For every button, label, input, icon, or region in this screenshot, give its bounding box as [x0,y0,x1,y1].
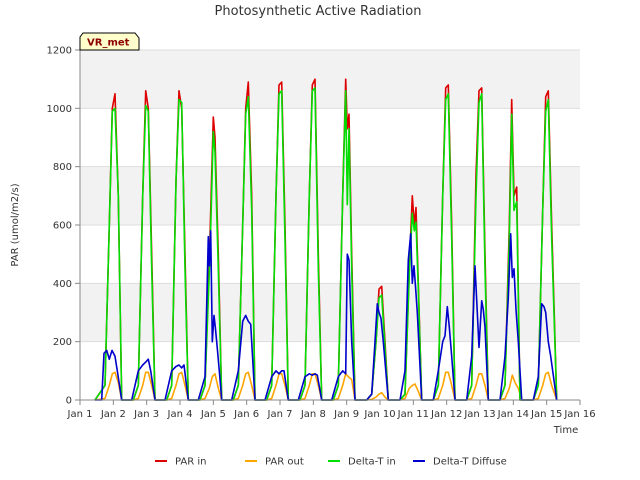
legend-label-3: Delta-T Diffuse [433,457,507,468]
axes-layer: 0 200 400 600 800 1000 1200 Jan 1 Jan 2 Jan 3 Jan … [47,46,596,421]
series-line-3 [95,230,558,401]
y-tick-label: 1000 [47,104,72,115]
x-axis-label: Time [553,425,578,436]
y-tick-label: 800 [53,162,72,173]
x-tick-label: Jan 6 [233,409,259,420]
x-tick-label: Jan 5 [200,409,226,420]
legend-label-1: PAR out [265,457,304,468]
x-tick-label: Jan 13 [463,409,495,420]
y-tick-label: 1200 [47,46,72,57]
x-tick-label: Jan 16 [563,409,595,420]
badge-box [79,32,140,51]
x-tick-label: Jan 9 [333,409,359,420]
x-tick-label: Jan 12 [430,409,462,420]
x-tick-label: Jan 7 [267,409,293,420]
y-tick-label: 400 [53,279,72,290]
x-tick-label: Jan 15 [530,409,562,420]
vr-met-badge: VR_met [79,32,140,51]
chart-title: Photosynthetic Active Radiation [215,4,422,19]
x-tick-label: Jan 4 [167,409,193,420]
y-tick-label: 600 [53,221,72,232]
x-tick-label: Jan 1 [67,409,93,420]
legend-label-2: Delta-T in [348,457,396,468]
x-tick-label: Jan 8 [300,409,326,420]
x-tick-label: Jan 10 [363,409,395,420]
x-tick-label: Jan 14 [497,409,529,420]
x-tick-label: Jan 11 [397,409,429,420]
x-tick-label: Jan 2 [100,409,126,420]
x-tick-label: Jan 3 [133,409,159,420]
legend: PAR in PAR out Delta-T in Delta-T Diffuse [155,457,507,468]
y-tick-label: 200 [53,337,72,348]
series-line-2 [94,87,558,401]
y-axis-label: PAR (umol/m2/s) [10,183,21,266]
plot-band [80,166,580,225]
badge-label: VR_met [87,38,130,49]
y-tick-label: 0 [66,396,72,407]
legend-label-0: PAR in [175,457,206,468]
plot-band [80,50,580,109]
plot-band [80,283,580,342]
